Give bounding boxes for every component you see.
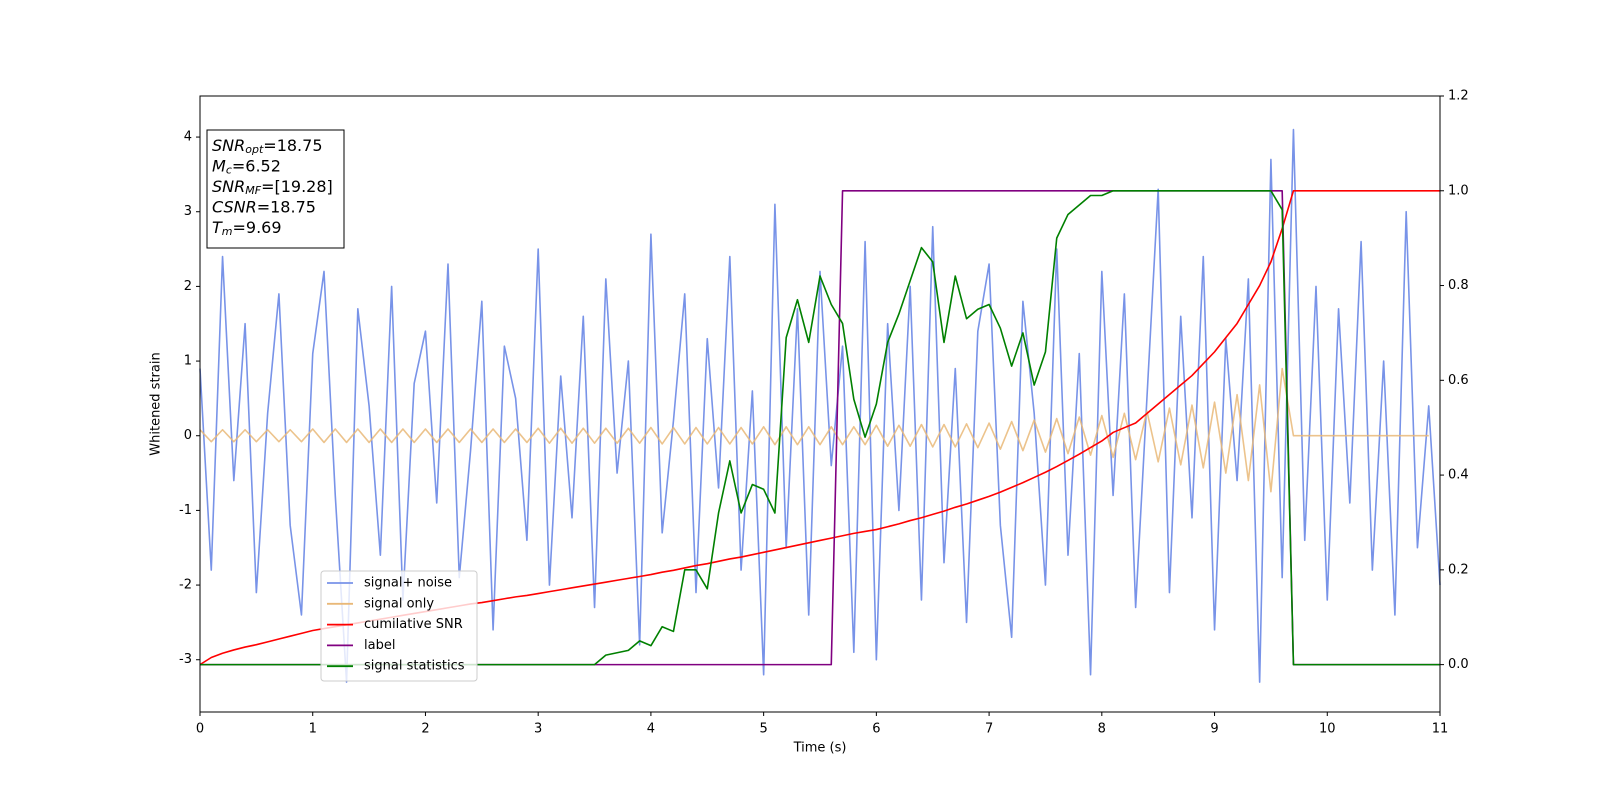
legend-label: signal only xyxy=(364,596,434,611)
x-axis-label: Time (s) xyxy=(793,741,847,756)
legend-frame xyxy=(320,570,478,682)
y-tick-label: -1 xyxy=(179,503,192,518)
y-axis-label: Whitened strain xyxy=(149,352,164,455)
x-tick-label: 6 xyxy=(872,722,880,737)
annotation-value: =[19.28] xyxy=(261,177,333,196)
annotation-frame xyxy=(206,129,345,249)
x-tick-label: 7 xyxy=(985,722,993,737)
y2-tick-label: 0.6 xyxy=(1448,373,1469,388)
annotation-name: M xyxy=(212,156,226,175)
legend-label: cumilative SNR xyxy=(364,617,463,632)
y2-tick-label: 0.0 xyxy=(1448,657,1469,672)
annotation-line: SNRMF=[19.28] xyxy=(212,177,333,198)
y-tick-label: 3 xyxy=(184,204,192,219)
legend-label: signal statistics xyxy=(364,659,465,674)
legend-label: signal+ noise xyxy=(364,576,452,591)
annotation-name: SNR xyxy=(212,136,245,155)
y2-tick-label: 0.8 xyxy=(1448,278,1469,293)
x-tick-label: 10 xyxy=(1319,722,1336,737)
annotation-subscript: c xyxy=(226,164,232,177)
x-tick-label: 4 xyxy=(647,722,655,737)
y-tick-label: -3 xyxy=(179,652,192,667)
x-tick-label: 8 xyxy=(1098,722,1106,737)
y2-tick-label: 1.0 xyxy=(1448,183,1469,198)
y2-tick-label: 0.4 xyxy=(1448,468,1469,483)
y2-tick-label: 0.2 xyxy=(1448,562,1469,577)
annotation-line: CSNR=18.75 xyxy=(212,197,316,216)
annotation-value: =9.69 xyxy=(233,218,282,237)
annotation-value: =6.52 xyxy=(232,156,281,175)
annotation-box: SNRopt=18.75Mc=6.52SNRMF=[19.28]CSNR=18.… xyxy=(206,129,345,249)
annotation-value: =18.75 xyxy=(263,136,322,155)
annotation-line: Tm=9.69 xyxy=(212,218,282,239)
x-tick-label: 3 xyxy=(534,722,542,737)
annotation-subscript: opt xyxy=(245,143,264,156)
y-tick-label: 4 xyxy=(184,130,192,145)
x-tick-label: 9 xyxy=(1210,722,1218,737)
legend-label: label xyxy=(364,638,395,653)
y-tick-label: -2 xyxy=(179,578,192,593)
x-tick-label: 11 xyxy=(1432,722,1449,737)
series-line xyxy=(199,128,1441,683)
x-tick-label: 5 xyxy=(759,722,767,737)
annotation-name: CSNR xyxy=(212,197,257,216)
annotation-name: T xyxy=(212,218,223,237)
y-tick-label: 2 xyxy=(184,279,192,294)
plot-frame xyxy=(199,95,1441,713)
legend: signal+ noise signal only cumilative SNR la… xyxy=(320,570,478,682)
annotation-subscript: MF xyxy=(245,184,261,197)
x-tick-label: 2 xyxy=(421,722,429,737)
y-tick-label: 1 xyxy=(184,354,192,369)
series-line xyxy=(199,367,1429,493)
annotation-line: Mc=6.52 xyxy=(212,156,281,177)
x-tick-label: 0 xyxy=(196,722,204,737)
x-tick-label: 1 xyxy=(309,722,317,737)
annotation-name: SNR xyxy=(212,177,245,196)
y-tick-label: 0 xyxy=(184,428,192,443)
annotation-line: SNRopt=18.75 xyxy=(212,136,323,157)
annotation-value: =18.75 xyxy=(257,197,316,216)
annotation-subscript: m xyxy=(222,225,233,238)
y2-tick-label: 1.2 xyxy=(1448,89,1469,104)
